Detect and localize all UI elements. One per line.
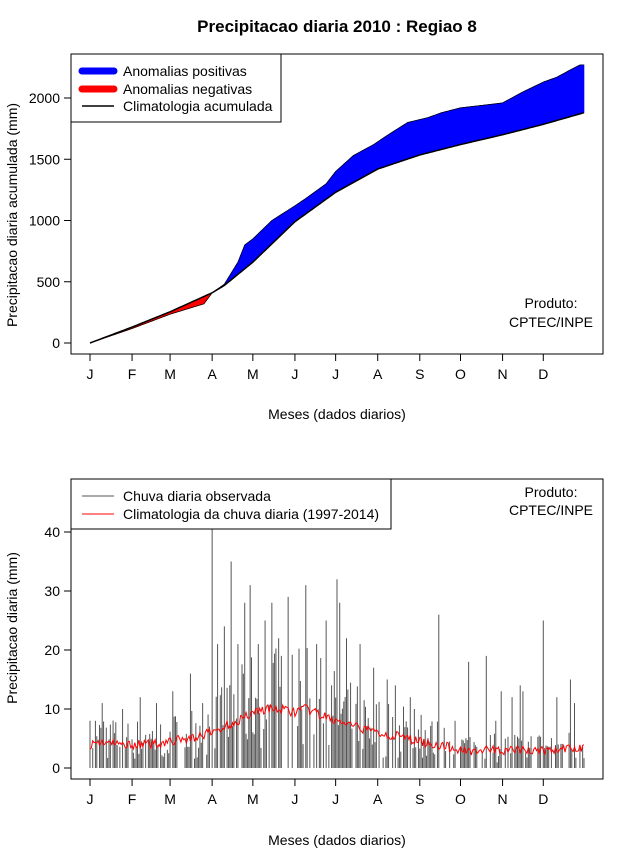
product-label-top: Produto: bbox=[525, 295, 578, 311]
x-tick-label: S bbox=[415, 791, 424, 807]
x-tick-label: F bbox=[128, 791, 137, 807]
daily-series bbox=[89, 526, 585, 768]
y-tick-label: 1000 bbox=[29, 213, 60, 229]
cumulative-series bbox=[89, 64, 585, 344]
x-axis-label-top: Meses (dados diarios) bbox=[268, 406, 406, 422]
x-tick-label: J bbox=[87, 791, 94, 807]
y-tick-label: 0 bbox=[52, 335, 60, 351]
chart-title: Precipitacao diaria 2010 : Regiao 8 bbox=[197, 17, 477, 36]
y-tick-label: 0 bbox=[52, 760, 60, 776]
x-tick-label: A bbox=[207, 791, 217, 807]
y-axis-label-bottom: Precipitacao diaria (mm) bbox=[4, 552, 20, 704]
x-tick-label: J bbox=[332, 366, 339, 382]
y-tick-label: 40 bbox=[44, 524, 60, 540]
x-tick-label: J bbox=[332, 791, 339, 807]
x-tick-label: D bbox=[538, 366, 548, 382]
product-source-bottom: CPTEC/INPE bbox=[509, 502, 593, 518]
y-tick-label: 2000 bbox=[29, 90, 60, 106]
observed-cumulative-line bbox=[89, 64, 584, 344]
legend-label-climatology: Climatologia acumulada bbox=[123, 98, 273, 114]
climatology-daily-line bbox=[89, 703, 585, 757]
x-tick-label: J bbox=[291, 791, 298, 807]
x-tick-label: O bbox=[455, 366, 466, 382]
x-tick-label: M bbox=[247, 791, 259, 807]
x-tick-label: M bbox=[164, 366, 176, 382]
legend-top: Anomalias positivas Anomalias negativas … bbox=[70, 53, 282, 123]
x-tick-label: A bbox=[373, 366, 383, 382]
legend-label-positive: Anomalias positivas bbox=[123, 63, 247, 79]
x-tick-label: S bbox=[415, 366, 424, 382]
legend-label-observed: Chuva diaria observada bbox=[123, 488, 271, 504]
y-axis-label-top: Precipitacao diaria acumulada (mm) bbox=[4, 103, 20, 327]
x-tick-label: N bbox=[498, 791, 508, 807]
x-tick-label: O bbox=[455, 791, 466, 807]
legend-box-bottom bbox=[70, 478, 392, 530]
climatology-cumulative-line bbox=[89, 111, 585, 344]
legend-label-negative: Anomalias negativas bbox=[123, 81, 252, 97]
daily-chart: 0 10 20 30 40 J F M A M J J A S O N D Meses (dados diar… bbox=[4, 478, 604, 848]
y-tick-label: 1500 bbox=[29, 151, 60, 167]
product-label-bottom: Produto: bbox=[525, 484, 578, 500]
cumulative-chart: Precipitacao diaria 2010 : Regiao 8 0 500… bbox=[4, 17, 604, 422]
x-tick-label: M bbox=[164, 791, 176, 807]
x-tick-label: A bbox=[373, 791, 383, 807]
x-tick-label: N bbox=[498, 366, 508, 382]
x-tick-label: F bbox=[128, 366, 137, 382]
x-tick-label: J bbox=[87, 366, 94, 382]
y-tick-label: 20 bbox=[44, 642, 60, 658]
x-axis-label-bottom: Meses (dados diarios) bbox=[268, 832, 406, 848]
y-tick-label: 10 bbox=[44, 701, 60, 717]
y-axis-top: 0 500 1000 1500 2000 bbox=[29, 90, 72, 351]
legend-label-climatology-daily: Climatologia da chuva diaria (1997-2014) bbox=[123, 506, 379, 522]
y-tick-label: 30 bbox=[44, 583, 60, 599]
x-tick-label: J bbox=[291, 366, 298, 382]
x-tick-label: M bbox=[247, 366, 259, 382]
x-tick-label: D bbox=[538, 791, 548, 807]
anomaly-positive-segment bbox=[582, 64, 585, 114]
y-axis-bottom: 0 10 20 30 40 bbox=[44, 524, 72, 776]
legend-bottom: Chuva diaria observada Climatologia da c… bbox=[70, 478, 392, 530]
y-tick-label: 500 bbox=[37, 274, 61, 290]
product-source-top: CPTEC/INPE bbox=[509, 314, 593, 330]
x-tick-label: A bbox=[207, 366, 217, 382]
